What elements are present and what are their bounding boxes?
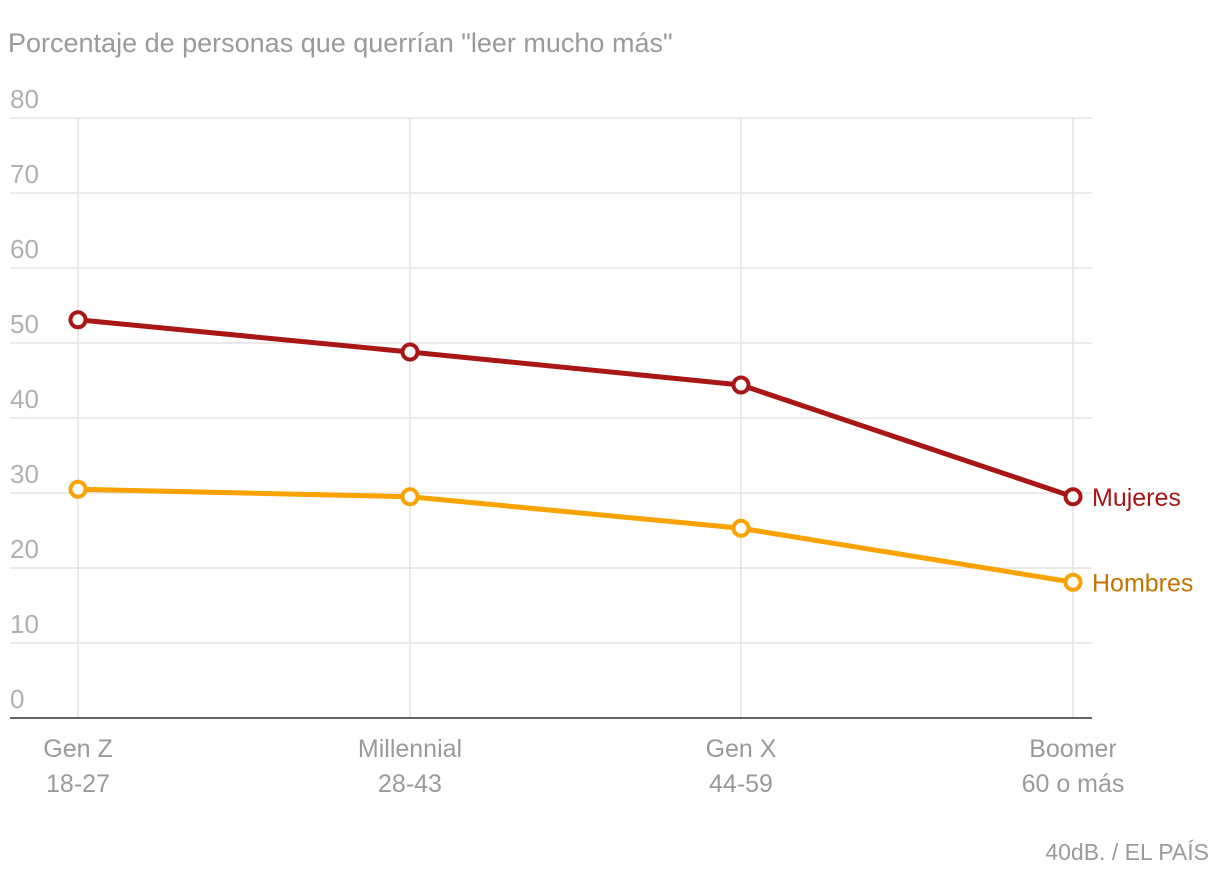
series-label: Hombres <box>1092 569 1193 597</box>
data-point-hombres <box>400 487 420 507</box>
x-tick-label: Boomer <box>1029 735 1117 763</box>
data-point-hombres <box>1063 572 1083 592</box>
x-tick-sublabel: 18-27 <box>46 770 110 798</box>
data-point-mujeres <box>400 342 420 362</box>
data-point-hombres <box>68 479 88 499</box>
y-tick-label: 20 <box>10 534 39 564</box>
y-tick-label: 10 <box>10 609 39 639</box>
y-tick-label: 60 <box>10 234 39 264</box>
y-tick-label: 80 <box>10 84 39 114</box>
x-tick-sublabel: 60 o más <box>1022 770 1125 798</box>
x-tick-label: Gen X <box>706 735 777 763</box>
data-point-hombres <box>731 518 751 538</box>
chart-title: Porcentaje de personas que querrían "lee… <box>8 28 673 58</box>
x-tick-sublabel: 28-43 <box>378 770 442 798</box>
y-tick-label: 70 <box>10 159 39 189</box>
source-note: 40dB. / EL PAÍS <box>1045 839 1209 865</box>
y-tick-label: 40 <box>10 384 39 414</box>
series-line-mujeres <box>77 317 1074 500</box>
x-tick-label: Gen Z <box>43 735 112 763</box>
data-point-mujeres <box>731 375 751 395</box>
x-tick-sublabel: 44-59 <box>709 770 773 798</box>
data-point-mujeres <box>68 310 88 330</box>
series-line-hombres <box>77 486 1074 585</box>
series-label: Mujeres <box>1092 484 1181 512</box>
data-point-mujeres <box>1063 487 1083 507</box>
y-tick-label: 30 <box>10 459 39 489</box>
y-tick-label: 0 <box>10 684 24 714</box>
x-tick-label: Millennial <box>358 735 462 763</box>
y-tick-label: 50 <box>10 309 39 339</box>
